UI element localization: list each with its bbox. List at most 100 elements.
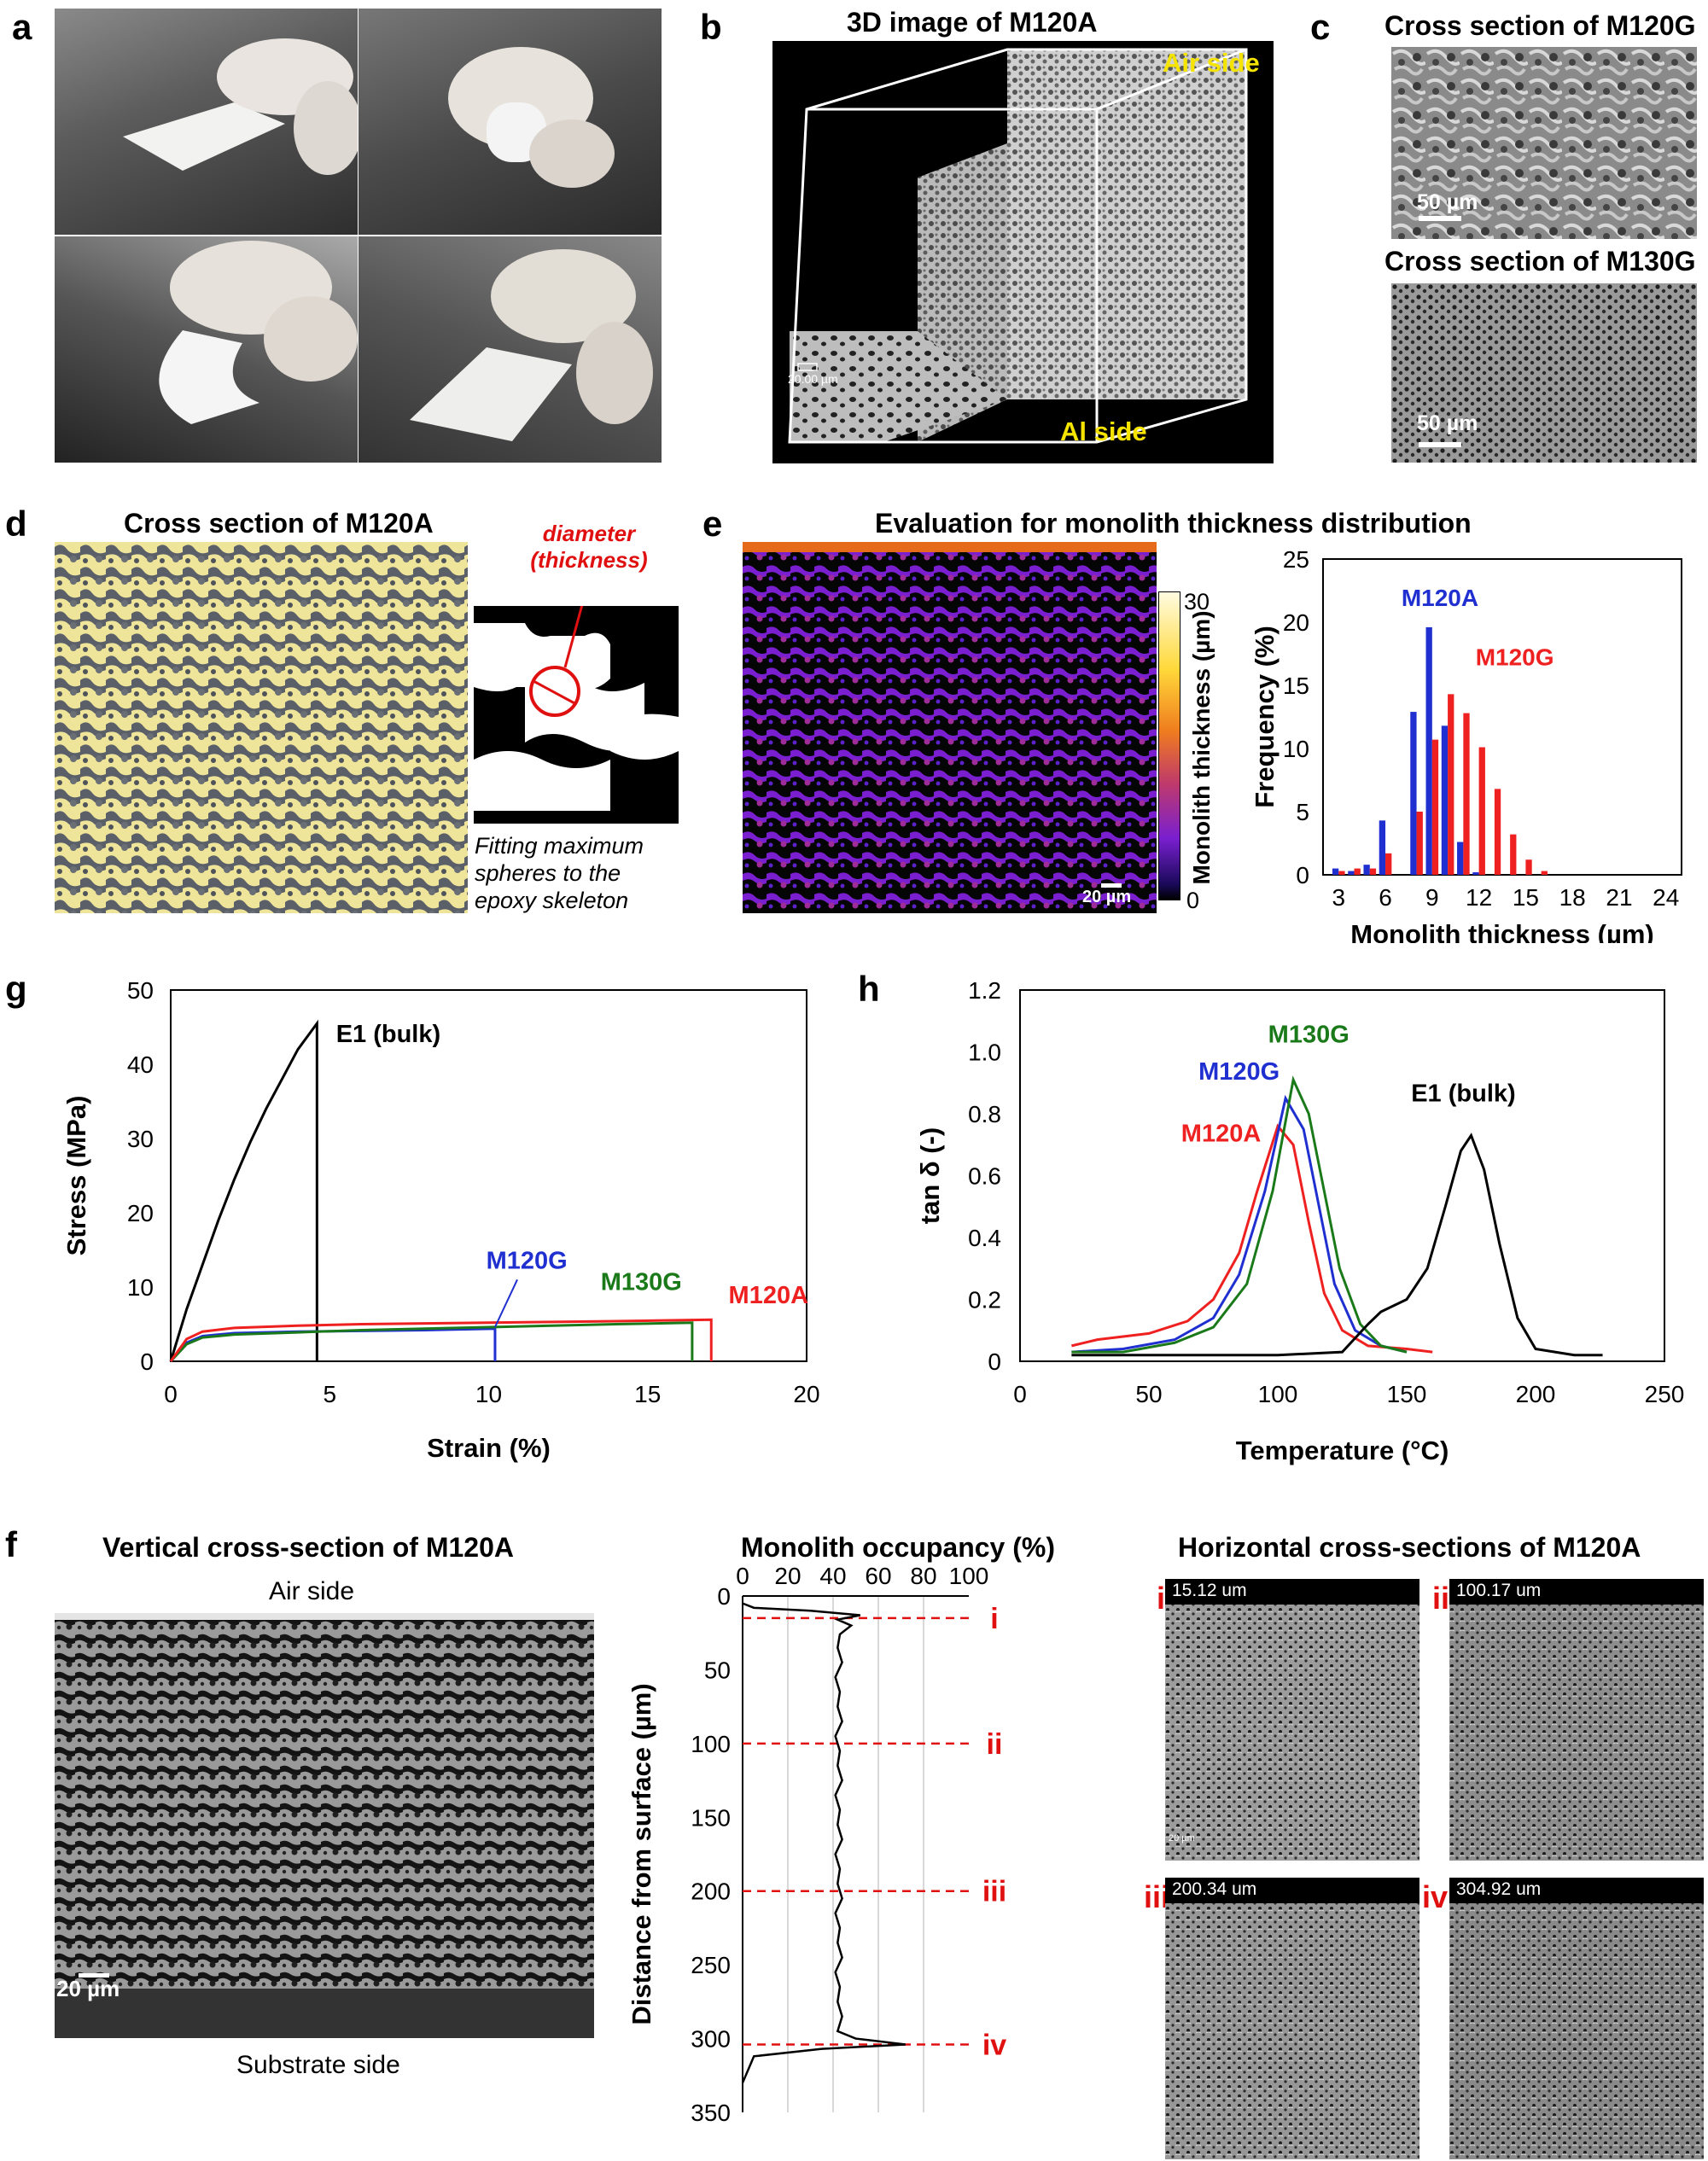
- al-side-label: Al side: [1060, 416, 1147, 446]
- x-tick-label: 24: [1653, 884, 1679, 911]
- panel-label-c: c: [1310, 7, 1331, 47]
- bar: [1448, 694, 1454, 875]
- depth-marker-label: iii: [982, 1876, 1006, 1908]
- scale-bar-text: 50 µm: [1417, 190, 1478, 214]
- panel-b-title: 3D image of M120A: [847, 7, 1098, 38]
- series-label: M120A: [1402, 585, 1478, 611]
- y-tick-label: 10: [127, 1274, 154, 1301]
- bar: [1332, 868, 1339, 875]
- y-tick-label: 350: [691, 2100, 731, 2126]
- caption-line-1: Fitting maximum: [475, 833, 644, 859]
- y-tick-label: 0: [717, 1583, 731, 1610]
- depth-marker-label: iv: [982, 2029, 1006, 2061]
- diameter-annotation: diameter (thickness): [512, 521, 666, 574]
- bar: [1416, 812, 1423, 875]
- x-tick-label: 15: [634, 1381, 661, 1407]
- panel-f-title-vertical: Vertical cross-section of M120A: [102, 1532, 514, 1563]
- series-line: [741, 1602, 906, 2083]
- y-tick-label: 5: [1296, 799, 1309, 825]
- y-tick-label: 0.6: [968, 1163, 1001, 1190]
- x-tick-label: 200: [1516, 1381, 1556, 1407]
- occupancy-chart: 0 20 40 60 80 100050100150200250300350iiiiiii…: [632, 1563, 1006, 2126]
- x-tick-label: 9: [1425, 884, 1439, 911]
- colorbar: [1158, 591, 1180, 900]
- y-tick-label: 40: [127, 1051, 154, 1078]
- thickness-map-image: 20 µm: [743, 542, 1157, 913]
- y-tick-label: 20: [1283, 609, 1309, 636]
- y-tick-label: 15: [1283, 673, 1309, 699]
- colorbar-min: 0: [1186, 888, 1200, 913]
- scale-bar-text: 20.00 µm: [788, 372, 838, 386]
- x-tick-label: 15: [1513, 884, 1539, 911]
- series-line: [169, 1327, 497, 1362]
- sem-m130g: 50 µm: [1391, 283, 1697, 463]
- bar: [1463, 713, 1470, 875]
- scale-bar-text: 20 µm: [1169, 1833, 1195, 1844]
- x-axis-label: Temperature (°C): [1236, 1436, 1449, 1465]
- plot-frame: [1019, 989, 1665, 1362]
- panel-label-a: a: [12, 7, 32, 47]
- bar: [1363, 865, 1370, 875]
- scale-bar-text: 50 µm: [1417, 411, 1478, 435]
- slice-roman-label: iii: [1143, 1879, 1169, 1914]
- bar: [1525, 859, 1532, 875]
- y-tick-label: 50: [127, 977, 154, 1004]
- bar: [1431, 739, 1439, 875]
- y-axis-label: tan δ (-): [915, 1127, 945, 1225]
- x-tick-label: 5: [323, 1381, 336, 1407]
- series-label: M120G: [1198, 1058, 1280, 1086]
- y-tick-label: 0: [1296, 862, 1309, 888]
- series-label: M130G: [1268, 1022, 1349, 1049]
- series-label: M120A: [1181, 1121, 1262, 1148]
- y-tick-label: 300: [691, 2026, 731, 2053]
- series-label: E1 (bulk): [1411, 1080, 1515, 1108]
- y-tick-label: 200: [691, 1878, 731, 1905]
- slice-roman-label: iv: [1422, 1879, 1449, 1914]
- occupancy-title: Monolith occupancy (%): [741, 1532, 1055, 1563]
- bar: [1348, 871, 1355, 875]
- colorbar-label: Monolith thickness (µm): [1188, 610, 1215, 885]
- x-tick-label: 60: [865, 1563, 891, 1589]
- x-tick-label: 50: [1135, 1381, 1162, 1407]
- series-label: M120G: [1476, 644, 1554, 670]
- x-tick-label: 18: [1559, 884, 1586, 911]
- bar: [1441, 725, 1449, 875]
- bar: [1385, 853, 1392, 875]
- y-tick-label: 1.2: [968, 977, 1001, 1004]
- 3d-volume-image: Air side Al side 20.00 µm: [772, 41, 1274, 463]
- scale-bar-text: 20 µm: [1082, 888, 1132, 906]
- stress-strain-chart: 0 10 20 30 40 50 0 5 10 15 20 Strain (%) Stress (MPa…: [61, 977, 819, 1463]
- slice-depth-label: 100.17 um: [1456, 1581, 1542, 1600]
- slice-depth-label: 15.12 um: [1172, 1581, 1247, 1600]
- x-tick-label: 12: [1466, 884, 1492, 911]
- bar: [1369, 868, 1377, 875]
- annotation-line-2: (thickness): [530, 547, 648, 573]
- depth-marker-label: ii: [987, 1728, 1003, 1761]
- x-tick-label: 20: [793, 1381, 819, 1407]
- horizontal-slice-image: 200.34 um: [1165, 1878, 1419, 2159]
- substrate-side-label: Substrate side: [236, 2051, 400, 2079]
- bar: [1494, 789, 1501, 875]
- plot-frame: [1322, 558, 1682, 876]
- panel-label-g: g: [5, 969, 27, 1009]
- y-tick-label: 30: [127, 1126, 154, 1152]
- bar: [1410, 712, 1417, 875]
- photo-bent-sheet: [55, 236, 358, 463]
- y-tick-label: 20: [127, 1200, 154, 1226]
- photo-flex-sheet: [359, 236, 662, 463]
- x-tick-label: 100: [949, 1563, 989, 1589]
- series-line: [169, 1321, 694, 1363]
- y-tick-label: 1.0: [968, 1040, 1001, 1066]
- bar: [1354, 868, 1361, 875]
- plot-frame: [170, 989, 807, 1362]
- x-tick-label: 0: [164, 1381, 178, 1407]
- x-tick-label: 21: [1606, 884, 1632, 911]
- sem-m120g: 50 µm: [1391, 47, 1697, 239]
- panel-label-d: d: [5, 504, 27, 544]
- cross-section-m120a-image: [55, 542, 468, 913]
- series-line: [1071, 1094, 1408, 1354]
- leader-line: [494, 1279, 518, 1328]
- x-tick-label: 0: [736, 1563, 749, 1589]
- y-axis-label: Stress (MPa): [61, 1096, 91, 1256]
- colorbar-max: 30: [1184, 589, 1210, 615]
